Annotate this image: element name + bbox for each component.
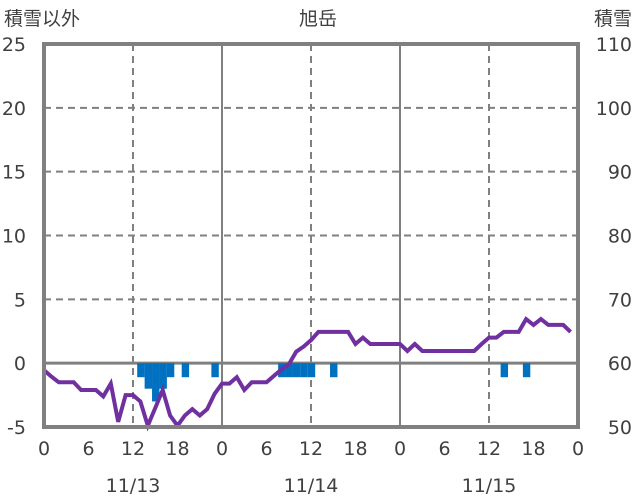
right-tick-label: 70	[608, 289, 632, 311]
left-tick-label: 20	[2, 98, 26, 120]
x-tick-label: 0	[394, 438, 406, 460]
bar	[300, 363, 308, 378]
bar	[211, 363, 219, 378]
left-tick-label: 10	[2, 226, 26, 248]
left-tick-label: -5	[7, 417, 26, 439]
right-tick-label: 110	[596, 34, 632, 56]
plot-frame	[42, 42, 580, 429]
x-tick-label: 0	[572, 438, 584, 460]
x-tick-label: 12	[121, 438, 145, 460]
date-label: 11/14	[284, 475, 339, 497]
x-tick-label: 12	[477, 438, 501, 460]
bar	[181, 363, 190, 378]
bar	[166, 363, 175, 378]
bar	[152, 363, 160, 402]
right-tick-label: 60	[608, 353, 632, 375]
bar	[500, 363, 509, 378]
x-tick-label: 18	[521, 438, 545, 460]
bar	[137, 363, 145, 378]
left-tick-label: 0	[14, 353, 26, 375]
line-series	[42, 316, 572, 432]
left-axis-title: 積雪以外	[4, 8, 80, 30]
x-tick-label: 18	[343, 438, 367, 460]
right-axis-title: 積雪	[594, 8, 632, 30]
right-tick-label: 50	[608, 417, 632, 439]
bar	[285, 363, 293, 378]
chart-title: 旭岳	[299, 8, 337, 30]
bar	[307, 363, 316, 378]
x-tick-label: 12	[299, 438, 323, 460]
x-tick-label: 0	[38, 438, 50, 460]
snow-depth-line	[42, 316, 572, 432]
bar	[159, 363, 167, 389]
x-tick-label: 0	[216, 438, 228, 460]
bar	[292, 363, 301, 378]
bar	[330, 363, 338, 378]
bar	[522, 363, 531, 378]
x-tick-label: 6	[260, 438, 272, 460]
x-tick-label: 6	[438, 438, 450, 460]
left-tick-label: 15	[2, 162, 26, 184]
left-tick-label: 5	[14, 289, 26, 311]
bar-series	[137, 363, 531, 402]
date-label: 11/15	[462, 475, 517, 497]
right-tick-label: 100	[596, 98, 632, 120]
date-label: 11/13	[106, 475, 161, 497]
right-tick-label: 80	[608, 226, 632, 248]
x-tick-label: 6	[82, 438, 94, 460]
left-tick-label: 25	[2, 34, 26, 56]
x-tick-label: 18	[165, 438, 189, 460]
right-tick-label: 90	[608, 162, 632, 184]
bar	[144, 363, 153, 389]
